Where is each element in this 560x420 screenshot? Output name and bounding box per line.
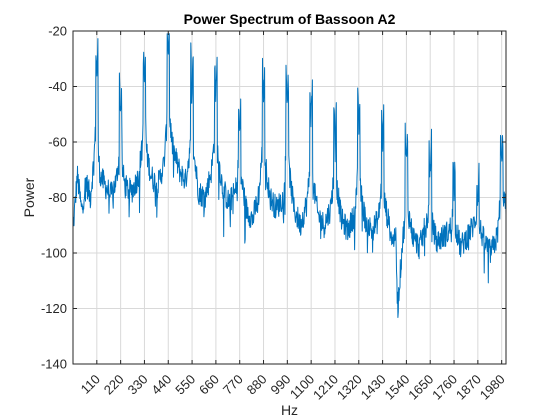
x-axis-label: Hz	[281, 402, 298, 418]
y-tick-label: -140	[41, 357, 67, 372]
spectrum-line	[72, 33, 507, 318]
axes	[72, 30, 507, 365]
y-tick-label: -80	[48, 190, 67, 205]
y-tick-labels: -140 -120 -100 -80 -60 -40 -20	[41, 24, 67, 372]
y-axis-label: Power	[21, 177, 37, 217]
data-layer	[72, 33, 507, 318]
y-tick-label: -120	[41, 301, 67, 316]
y-tick-label: -60	[48, 135, 67, 150]
y-tick-label: -20	[48, 24, 67, 39]
y-tick-label: -40	[48, 79, 67, 94]
y-tick-label: -100	[41, 246, 67, 261]
chart-title: Power Spectrum of Bassoon A2	[184, 11, 396, 27]
